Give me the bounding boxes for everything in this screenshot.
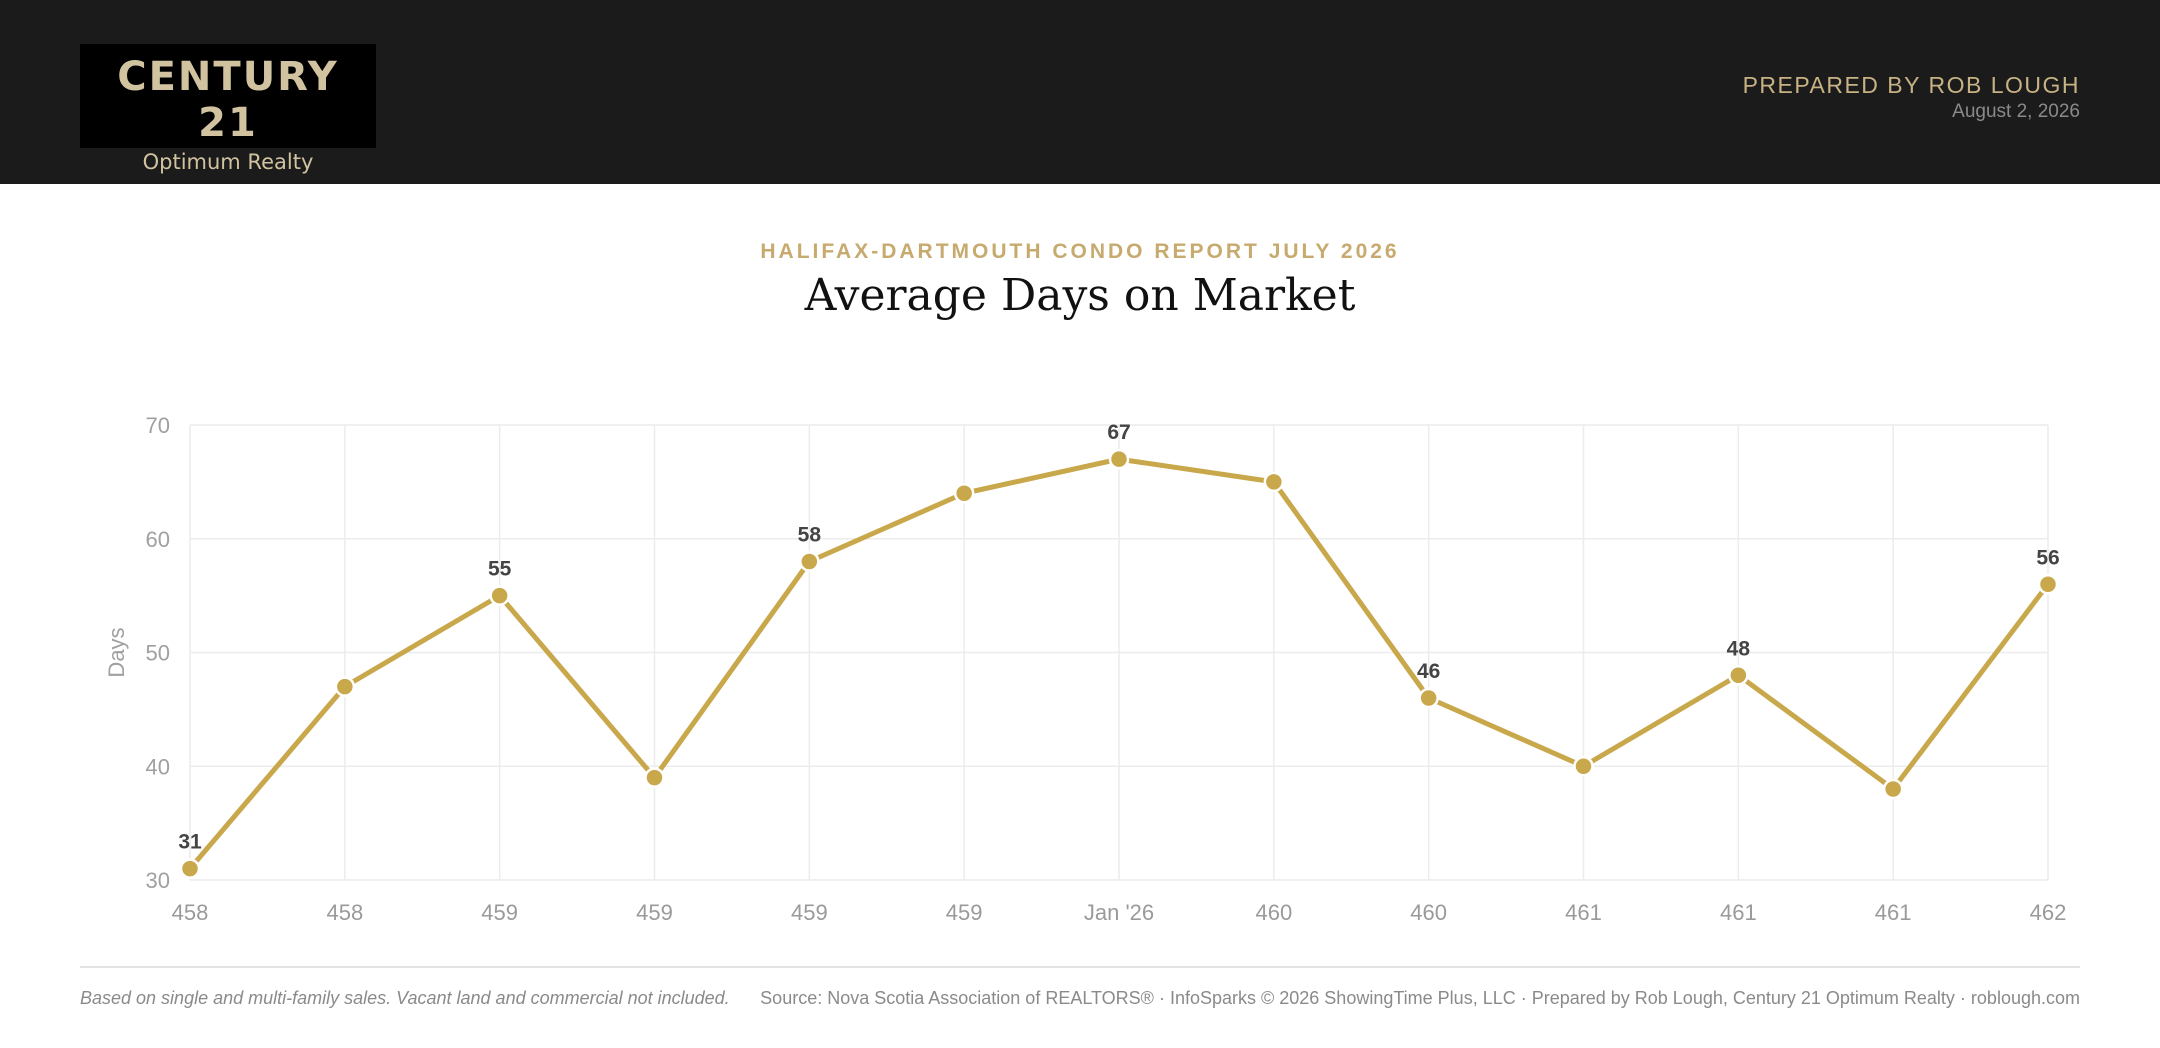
data-label: 48 [1727, 637, 1751, 660]
data-point [644, 767, 665, 788]
y-tick-label: 30 [146, 868, 170, 893]
x-tick-label: 461 [1875, 900, 1912, 925]
logo-name: CENTURY 21 [117, 54, 339, 146]
y-tick-label: 60 [146, 527, 170, 552]
x-tick-label: Jan '26 [1084, 900, 1154, 925]
data-point [1108, 448, 1130, 470]
data-point [334, 676, 356, 697]
footer-note: Based on single and multi-family sales. … [80, 988, 730, 1008]
data-label: 55 [488, 558, 512, 581]
data-label: 67 [1107, 421, 1130, 444]
x-tick-label: 458 [172, 900, 209, 925]
x-tick-label: 459 [481, 900, 518, 925]
prepared-by: PREPARED BY ROB LOUGH [1742, 72, 2080, 98]
chart-title: Average Days on Market [804, 270, 1356, 321]
line-chart: 30 40 50 60 70 458 458 459 459 459 459 Jan '26 460 46… [104, 413, 2067, 925]
x-tick-label: 460 [1255, 900, 1292, 925]
data-point [1263, 471, 1285, 493]
x-tick-label: 459 [791, 900, 828, 925]
data-point [1882, 778, 1904, 800]
data-label: 56 [2036, 546, 2059, 569]
report-title: HALIFAX-DARTMOUTH CONDO REPORT JULY 2026 [760, 240, 1400, 263]
page-header: CENTURY 21 Optimum Realty PREPARED BY RO… [0, 0, 2160, 184]
x-tick-label: 460 [1410, 900, 1447, 925]
data-label: 31 [178, 831, 202, 854]
data-label: 46 [1417, 660, 1440, 683]
data-point [1728, 665, 1749, 686]
y-axis-label: Days [104, 627, 129, 677]
prepared-by-block: PREPARED BY ROB LOUGH August 2, 2026 [1743, 70, 2080, 124]
x-tick-label: 458 [326, 900, 363, 925]
y-tick-label: 40 [146, 754, 170, 779]
footer-divider [80, 966, 2080, 968]
data-point [179, 858, 201, 879]
x-tick-label: 462 [2030, 900, 2067, 925]
data-point [489, 585, 510, 606]
century21-logo: CENTURY 21 Optimum Realty [80, 44, 376, 174]
y-tick-label: 50 [146, 641, 170, 666]
data-point [953, 483, 975, 504]
data-point [1573, 756, 1594, 777]
data-label: 58 [798, 524, 822, 547]
report-date: August 2, 2026 [1952, 101, 2080, 122]
footer-source: Source: Nova Scotia Association of REALT… [760, 988, 2080, 1008]
x-tick-label: 459 [636, 900, 673, 925]
x-tick-label: 459 [946, 900, 983, 925]
data-point [1418, 687, 1439, 709]
logo-tagline: Optimum Realty [142, 150, 314, 174]
data-point [799, 551, 820, 572]
x-tick-label: 461 [1565, 900, 1602, 925]
y-tick-label: 70 [146, 413, 170, 438]
x-tick-label: 461 [1720, 900, 1757, 925]
data-point [2037, 574, 2059, 595]
